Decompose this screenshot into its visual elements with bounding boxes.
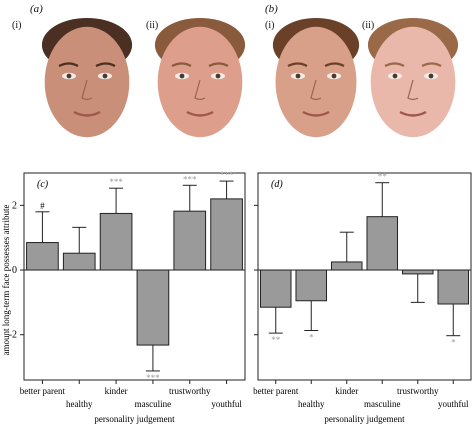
bar xyxy=(26,242,59,271)
face-brow-right xyxy=(324,62,345,67)
bar xyxy=(62,252,96,271)
panel-b-sub-i-label: (i) xyxy=(265,20,275,31)
face-mouth xyxy=(186,110,214,117)
significance-marker: ** xyxy=(378,172,388,182)
significance-marker: # xyxy=(40,201,45,211)
x-tick-label: healthy xyxy=(298,399,325,409)
x-tick-label: masculine xyxy=(364,399,401,409)
bar xyxy=(99,212,133,271)
face-nose xyxy=(194,79,206,101)
face-nose xyxy=(81,79,93,101)
panel-label: (d) xyxy=(271,179,283,190)
x-tick-label: trustworthy xyxy=(169,386,211,396)
face-brow-left xyxy=(384,62,405,67)
panel-a-sub-i-label: (i) xyxy=(12,20,22,31)
bar xyxy=(437,269,470,305)
face-brow-right xyxy=(95,62,116,67)
x-tick-label: masculine xyxy=(135,399,172,409)
face-pupil-left xyxy=(392,73,398,79)
face-pupil-left xyxy=(179,73,185,79)
faces-layer xyxy=(41,18,459,138)
face-pupil-right xyxy=(215,73,221,79)
significance-marker: *** xyxy=(183,174,197,184)
x-tick-label: youthful xyxy=(438,399,469,409)
face-mouth xyxy=(73,110,101,117)
bar xyxy=(173,210,207,271)
face-pupil-right xyxy=(102,73,108,79)
face-mouth xyxy=(399,110,427,117)
face-a-ii xyxy=(154,18,246,138)
bar xyxy=(136,269,170,346)
y-tick-label: 0 xyxy=(12,265,17,276)
panel-a-sub-ii-label: (ii) xyxy=(146,20,159,31)
significance-marker: *** xyxy=(109,177,123,187)
panel-a-label: (a) xyxy=(30,3,43,15)
face-brow-left xyxy=(171,62,192,67)
face-nose xyxy=(407,79,419,101)
panel-b-label: (b) xyxy=(265,3,278,15)
x-tick-label: trustworthy xyxy=(397,386,439,396)
x-tick-label: better parent xyxy=(20,386,66,396)
chart-d: (d) ** better parent * healthy kinder ** mascul… xyxy=(253,172,472,424)
face-b-i xyxy=(272,18,360,138)
x-tick-label: better parent xyxy=(253,386,299,396)
bar xyxy=(295,269,328,302)
face-pupil-right xyxy=(331,73,337,79)
face-nose xyxy=(310,79,322,101)
face-pupil-left xyxy=(295,73,301,79)
significance-marker: *** xyxy=(220,170,234,180)
x-tick-label: healthy xyxy=(66,399,93,409)
significance-marker: ** xyxy=(271,335,281,345)
significance-marker: * xyxy=(451,338,456,348)
y-axis-label: amount long-term face possesses attribut… xyxy=(1,205,11,356)
face-b-ii xyxy=(367,18,459,138)
face-mouth xyxy=(302,110,330,117)
x-axis-label: personality judgement xyxy=(94,414,175,424)
bar xyxy=(259,269,292,308)
bar xyxy=(210,198,243,271)
x-axis-label: personality judgement xyxy=(324,414,405,424)
face-brow-right xyxy=(421,62,442,67)
bar xyxy=(401,269,434,275)
significance-marker: * xyxy=(309,333,314,343)
panel-label: (c) xyxy=(37,179,49,190)
face-brow-left xyxy=(287,62,308,67)
plot-frame xyxy=(23,172,246,381)
x-tick-label: kinder xyxy=(105,386,128,396)
significance-marker: *** xyxy=(146,373,160,383)
face-brow-left xyxy=(58,62,79,67)
x-tick-label: kinder xyxy=(335,386,358,396)
x-tick-label: youthful xyxy=(211,399,242,409)
panel-b-sub-ii-label: (ii) xyxy=(362,20,375,31)
face-pupil-left xyxy=(66,73,72,79)
bar xyxy=(366,216,399,271)
face-a-i xyxy=(41,18,133,138)
bar xyxy=(330,261,363,271)
plot-frame xyxy=(257,172,472,381)
face-brow-right xyxy=(208,62,229,67)
y-tick-label: -2 xyxy=(9,330,17,341)
y-tick-label: 2 xyxy=(12,200,17,211)
face-pupil-right xyxy=(428,73,434,79)
